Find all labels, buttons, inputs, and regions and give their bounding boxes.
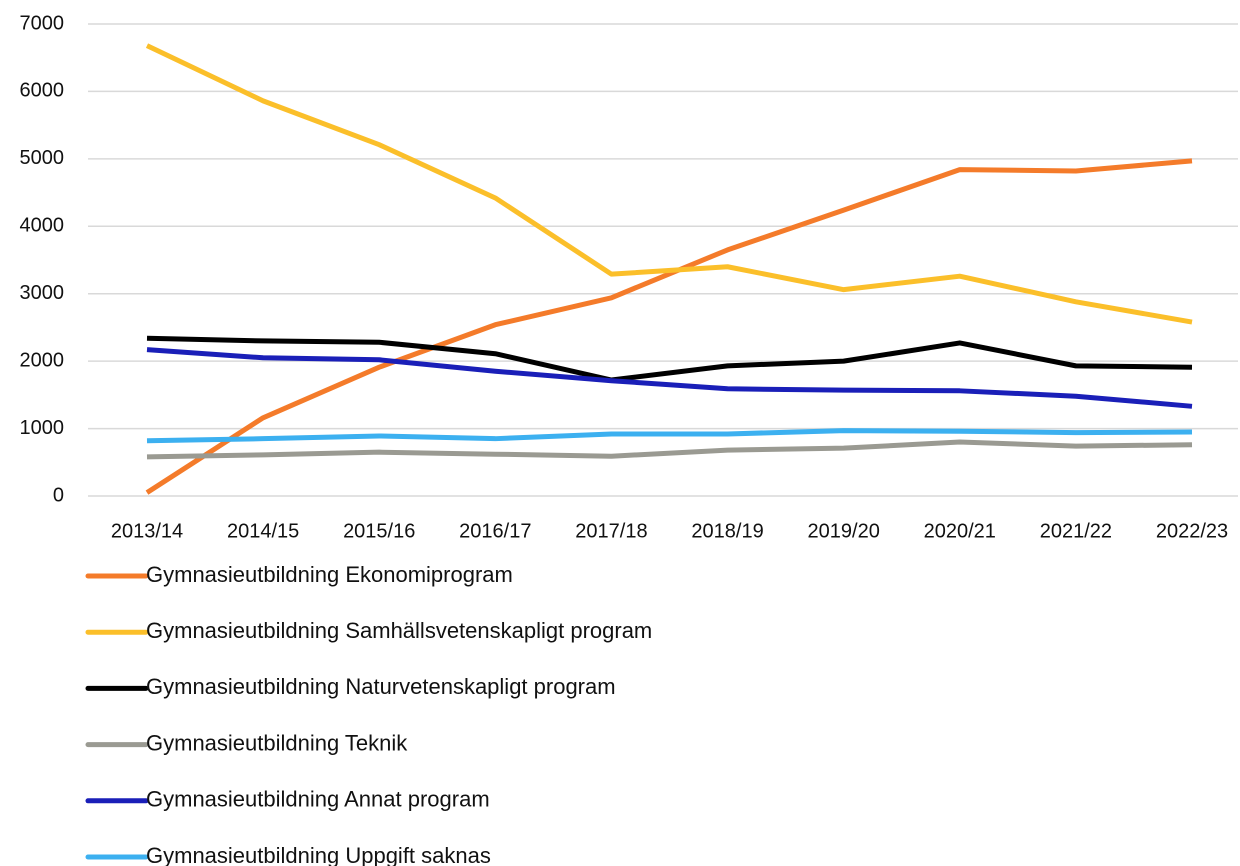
- x-tick-label: 2013/14: [111, 520, 183, 542]
- legend-label: Gymnasieutbildning Samhällsvetenskapligt…: [146, 618, 652, 643]
- x-tick-label: 2016/17: [459, 520, 531, 542]
- x-tick-label: 2020/21: [924, 520, 996, 542]
- x-tick-label: 2018/19: [691, 520, 763, 542]
- y-tick-label: 2000: [20, 349, 65, 371]
- legend-label: Gymnasieutbildning Annat program: [146, 787, 490, 812]
- x-tick-label: 2022/23: [1156, 520, 1228, 542]
- series-line: [146, 439, 1193, 460]
- legend-label: Gymnasieutbildning Naturvetenskapligt pr…: [146, 674, 616, 699]
- x-tick-label: 2015/16: [343, 520, 415, 542]
- y-tick-label: 7000: [20, 12, 65, 34]
- y-tick-label: 4000: [20, 215, 65, 237]
- y-tick-label: 5000: [20, 147, 65, 169]
- series-line: [146, 428, 1193, 444]
- y-tick-label: 6000: [20, 80, 65, 102]
- y-tick-label: 1000: [20, 417, 65, 439]
- y-tick-label: 0: [53, 484, 64, 506]
- x-tick-label: 2021/22: [1040, 520, 1112, 542]
- x-tick-label: 2019/20: [808, 520, 880, 542]
- legend-label: Gymnasieutbildning Uppgift saknas: [146, 843, 491, 866]
- legend-label: Gymnasieutbildning Ekonomiprogram: [146, 562, 513, 587]
- series-line: [146, 347, 1193, 409]
- x-tick-label: 2017/18: [575, 520, 647, 542]
- x-tick-label: 2014/15: [227, 520, 299, 542]
- y-tick-label: 3000: [20, 282, 65, 304]
- series-line: [145, 158, 1193, 495]
- series-line: [146, 335, 1193, 383]
- legend-label: Gymnasieutbildning Teknik: [146, 730, 408, 755]
- series-line: [145, 43, 1193, 325]
